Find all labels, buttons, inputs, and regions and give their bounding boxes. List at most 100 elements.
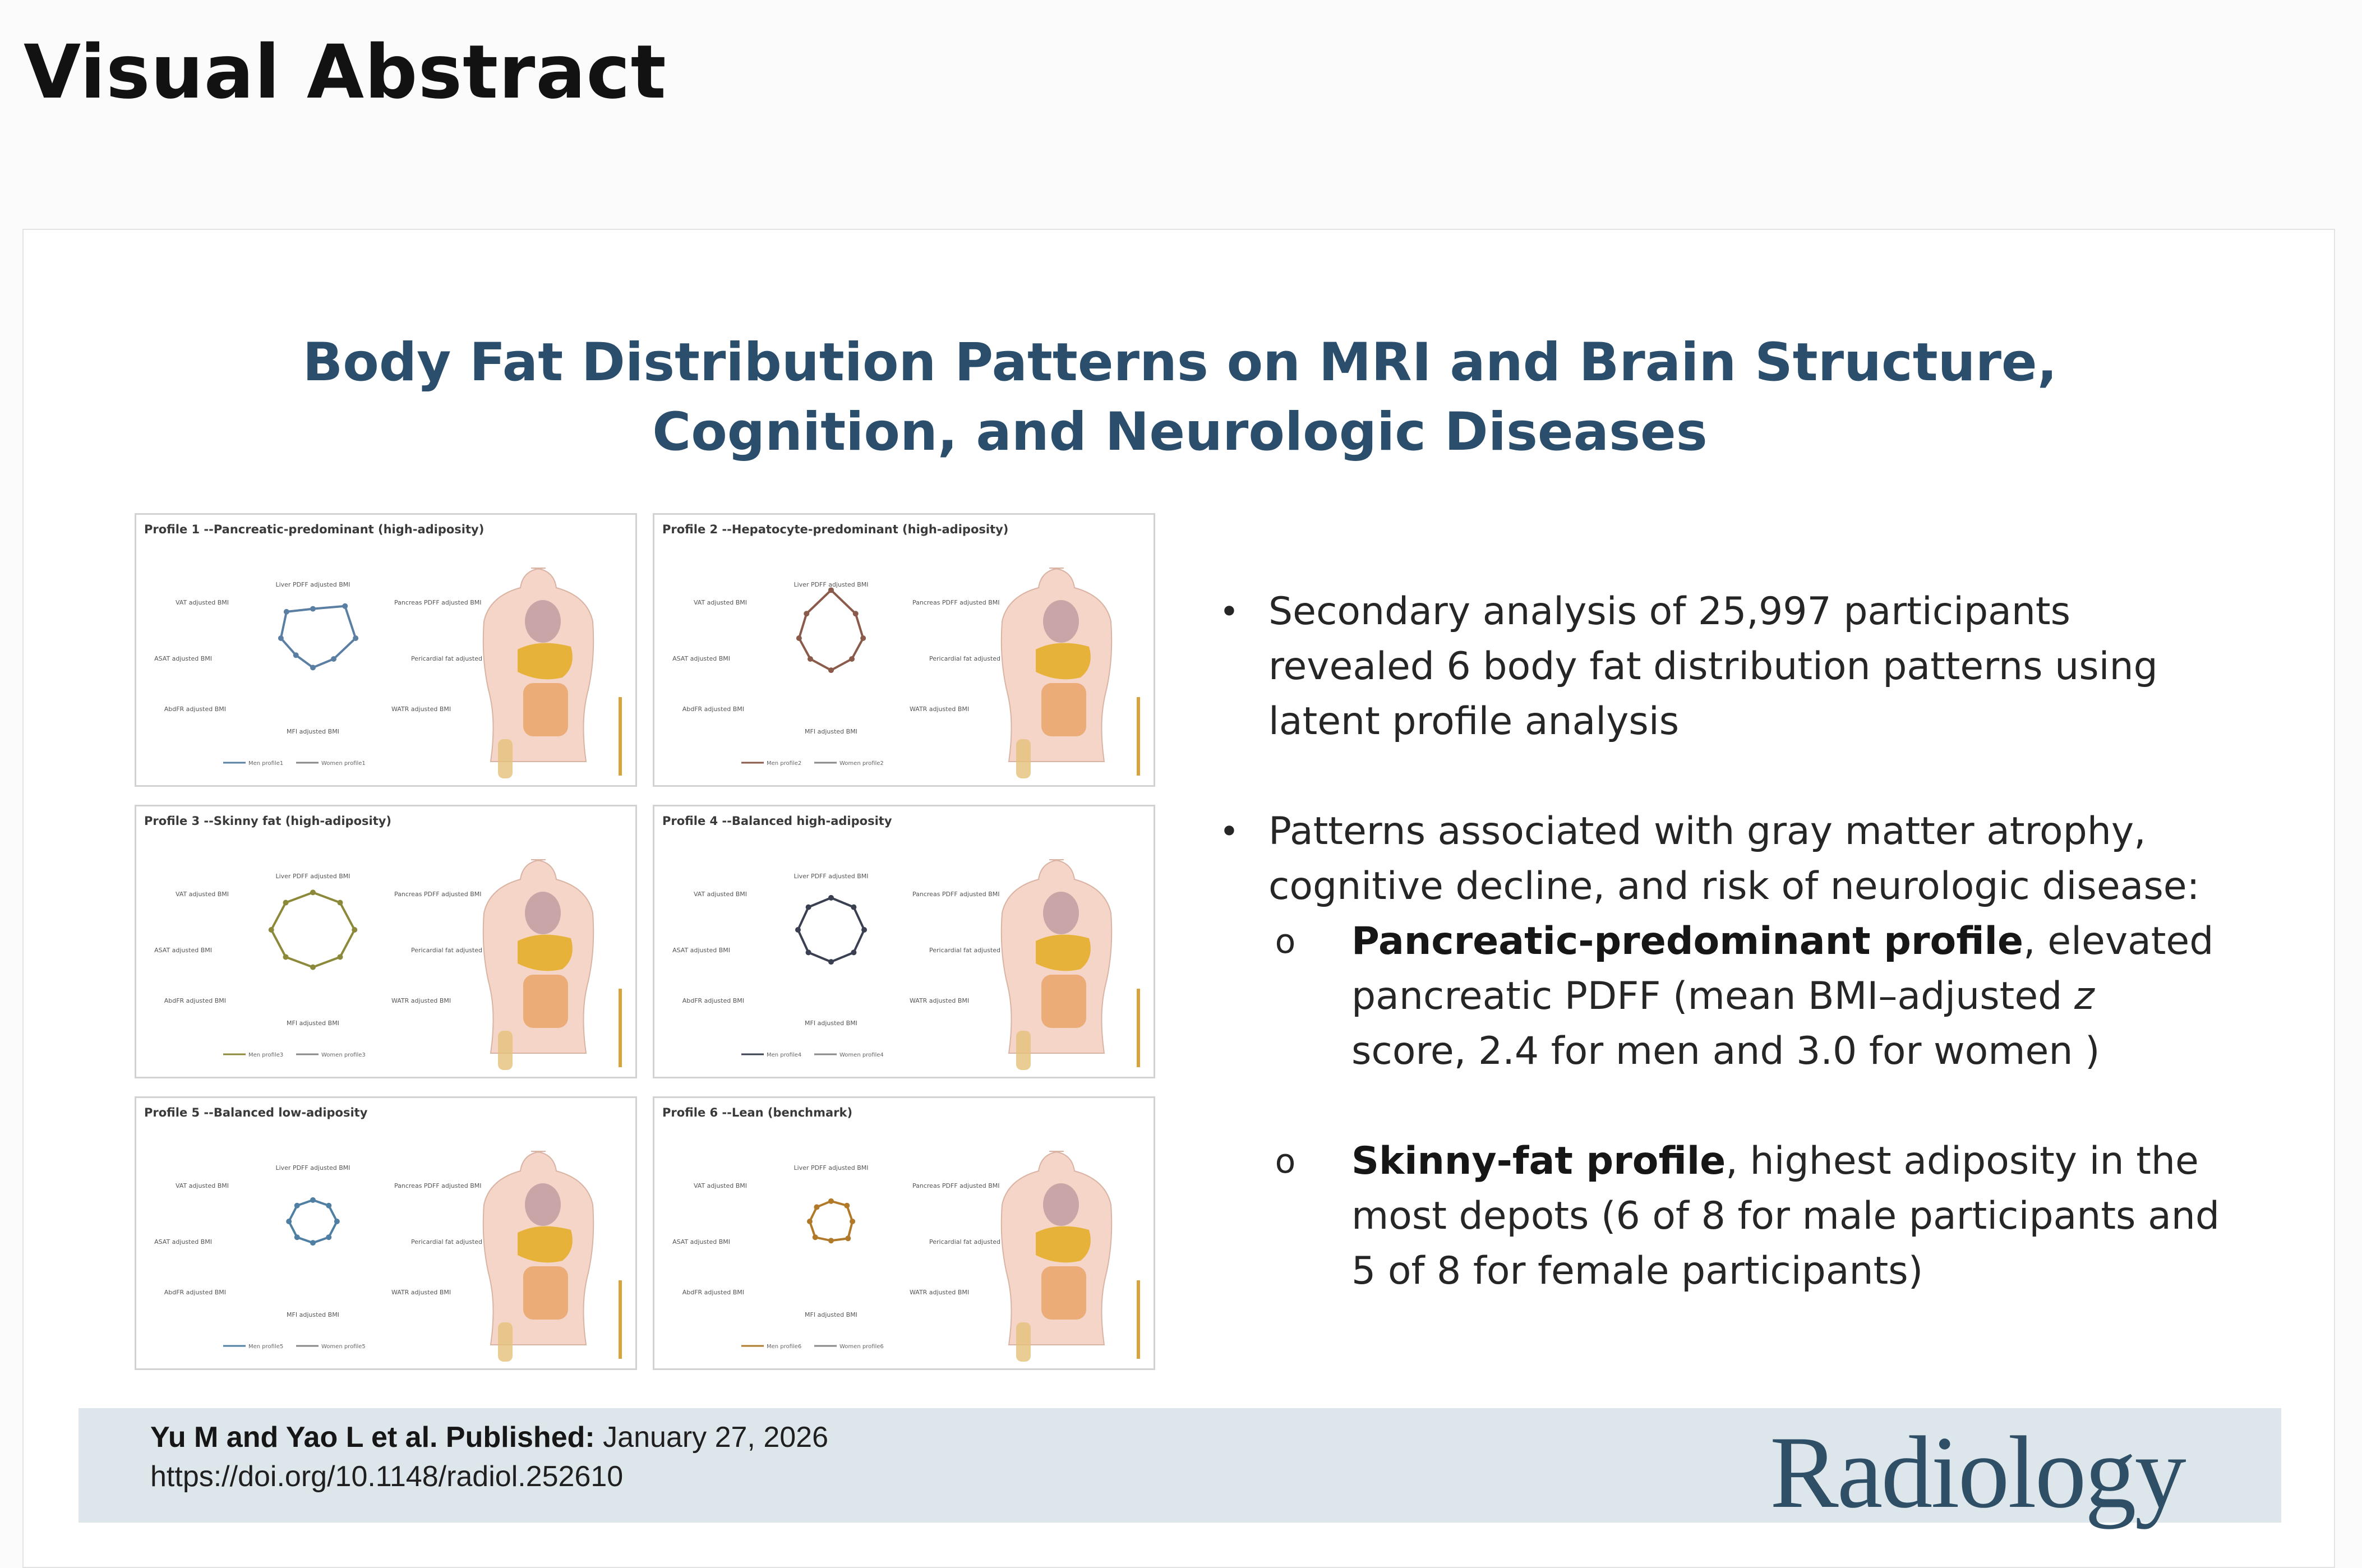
body-illustration: [1000, 1151, 1113, 1362]
journal-logo: Radiology: [1770, 1415, 2186, 1529]
sub-finding-line: score, 2.4 for men and 3.0 for women ): [1351, 1029, 2100, 1073]
sub-finding-item: o Pancreatic-predominant profile, elevat…: [1268, 914, 2278, 1079]
publication-date: January 27, 2026: [594, 1421, 829, 1454]
sub-bullet-icon: o: [1275, 922, 1296, 961]
radar-axis-label: ASAT adjusted BMI: [154, 1238, 212, 1246]
abstract-title-line-1: Body Fat Distribution Patterns on MRI an…: [302, 332, 2057, 393]
visual-abstract-card: Body Fat Distribution Patterns on MRI an…: [22, 229, 2335, 1568]
radar-point: [796, 635, 802, 641]
radar-axis-label: MFI adjusted BMI: [287, 1311, 339, 1318]
radar-axis-label: MFI adjusted BMI: [287, 1020, 339, 1027]
radar-point: [286, 1219, 292, 1224]
radar-point: [795, 927, 801, 933]
radar-axis-label: WATR adjusted BMI: [391, 705, 451, 713]
radar-point: [805, 949, 811, 956]
legend-label-women: Women profile3: [321, 1052, 366, 1058]
profile-title: Profile 4 --Balanced high-adiposity: [662, 814, 892, 828]
radar-axis-label: MFI adjusted BMI: [805, 1020, 857, 1027]
radar-point: [310, 606, 316, 612]
legend-label-men: Men profile3: [248, 1052, 283, 1058]
radar-point: [861, 927, 868, 933]
radar-axis-label: Pancreas PDFF adjusted BMI: [912, 1182, 1000, 1189]
radar-point: [283, 608, 289, 615]
radar-axis-label: VAT adjusted BMI: [694, 1182, 747, 1189]
radar-axis-label: Pancreas PDFF adjusted BMI: [394, 599, 482, 606]
profile-title: Profile 1 --Pancreatic-predominant (high…: [144, 523, 485, 536]
sub-finding-item: o Skinny-fat profile, highest adiposity …: [1268, 1134, 2278, 1299]
body-illustration: [1000, 568, 1113, 778]
radar-point: [310, 1197, 316, 1203]
bullet-icon: •: [1219, 812, 1239, 851]
legend-label-men: Men profile1: [248, 760, 283, 767]
legend-label-women: Women profile4: [839, 1052, 884, 1058]
radar-axis-label: WATR adjusted BMI: [910, 705, 969, 713]
radar-axis-label: VAT adjusted BMI: [694, 599, 747, 606]
profile-title: Profile 3 --Skinny fat (high-adiposity): [144, 814, 392, 828]
profile-title: Profile 6 --Lean (benchmark): [662, 1106, 853, 1119]
radar-axis-label: ASAT adjusted BMI: [672, 947, 730, 954]
radar-point: [828, 894, 834, 901]
profile-panel-6: Profile 6 --Lean (benchmark) Liver PDFF …: [653, 1096, 1155, 1370]
profile-panel-4: Profile 4 --Balanced high-adiposity Live…: [653, 805, 1155, 1078]
radar-axis-label: Pancreas PDFF adjusted BMI: [912, 891, 1000, 898]
radar-point: [352, 927, 358, 933]
radar-axis-label: Pericardial fat adjusted BMI: [411, 947, 496, 954]
radar-axis-label: Pericardial fat adjusted BMI: [411, 1238, 496, 1246]
radar-axis-label: ASAT adjusted BMI: [154, 655, 212, 662]
radar-axis-label: Liver PDFF adjusted BMI: [275, 873, 350, 880]
radar-point: [353, 635, 359, 641]
radar-point: [310, 665, 316, 671]
legend-label-men: Men profile6: [767, 1344, 801, 1350]
sub-finding-line: most depots (6 of 8 for male participant…: [1351, 1194, 2220, 1238]
sub-finding-line: Skinny-fat profile, highest adiposity in…: [1351, 1139, 2199, 1183]
radar-point: [852, 611, 859, 617]
radar-axis-label: AbdFR adjusted BMI: [164, 1289, 226, 1296]
profile-figure: Liver PDFF adjusted BMI Pancreas PDFF adj…: [154, 1151, 622, 1362]
profile-figure: Liver PDFF adjusted BMI Pancreas PDFF adj…: [154, 568, 622, 778]
legend-label-women: Women profile1: [321, 760, 366, 767]
radar-axis-label: MFI adjusted BMI: [805, 1311, 857, 1318]
radar-point: [342, 603, 348, 609]
profile-panel-5: Profile 5 --Balanced low-adiposity Liver…: [135, 1096, 637, 1370]
radar-point: [805, 904, 811, 910]
radar-axis-label: ASAT adjusted BMI: [672, 655, 730, 662]
radar-point: [278, 635, 284, 641]
radar-point: [814, 1204, 820, 1210]
radar-axis-label: Liver PDFF adjusted BMI: [794, 1164, 868, 1172]
radar-axis-label: Liver PDFF adjusted BMI: [794, 873, 868, 880]
radar-point: [828, 1198, 834, 1204]
body-illustration: [1000, 859, 1113, 1070]
citation-authors: Yu M and Yao L et al. Published:: [150, 1421, 595, 1454]
radar-axis-label: Pericardial fat adjusted BMI: [929, 655, 1014, 662]
citation-footer: Yu M and Yao L et al. Published: January…: [79, 1408, 2281, 1529]
radar-point: [804, 611, 810, 617]
sub-bullet-icon: o: [1275, 1142, 1296, 1181]
radar-point: [294, 1234, 300, 1240]
abstract-title: Body Fat Distribution Patterns on MRI an…: [24, 328, 2336, 467]
doi-link[interactable]: https://doi.org/10.1148/radiol.252610: [150, 1460, 624, 1493]
legend-label-women: Women profile6: [839, 1344, 884, 1350]
radar-point: [337, 900, 343, 906]
radar-point: [310, 964, 316, 970]
profile-name: Pancreatic-predominant profile: [1351, 919, 2024, 963]
radar-axis-label: WATR adjusted BMI: [391, 997, 451, 1004]
legend-label-men: Men profile5: [248, 1344, 283, 1350]
radar-point: [268, 927, 274, 933]
sub-finding-line: 5 of 8 for female participants): [1351, 1249, 1923, 1293]
radar-axis-label: AbdFR adjusted BMI: [682, 1289, 744, 1296]
finding-line: latent profile analysis: [1268, 699, 1680, 744]
radar-axis-label: Pancreas PDFF adjusted BMI: [394, 891, 482, 898]
radar-axis-label: Pericardial fat adjusted BMI: [411, 655, 496, 662]
legend-label-men: Men profile4: [767, 1052, 801, 1058]
radar-axis-label: WATR adjusted BMI: [910, 1289, 969, 1296]
profile-figure: Liver PDFF adjusted BMI Pancreas PDFF adj…: [672, 1151, 1140, 1362]
radar-point: [326, 1234, 332, 1240]
profile-figure: Liver PDFF adjusted BMI Pancreas PDFF adj…: [672, 859, 1140, 1070]
finding-item: • Secondary analysis of 25,997 participa…: [1212, 584, 2278, 749]
radar-point: [860, 635, 866, 641]
radar-point: [828, 667, 834, 674]
radar-axis-label: WATR adjusted BMI: [910, 997, 969, 1004]
profile-figure: Liver PDFF adjusted BMI Pancreas PDFF adj…: [672, 568, 1140, 778]
profile-panel-3: Profile 3 --Skinny fat (high-adiposity) …: [135, 805, 637, 1078]
radar-point: [845, 1235, 851, 1242]
